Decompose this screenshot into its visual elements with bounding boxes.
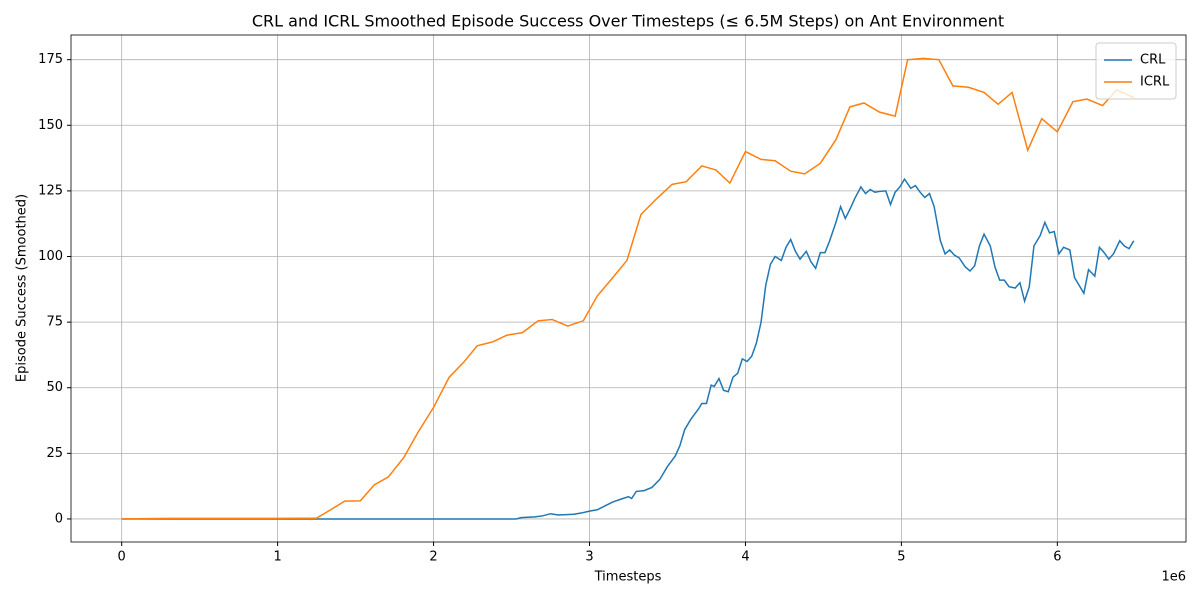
- y-tick-label: 25: [46, 446, 63, 461]
- y-tick-label: 75: [46, 315, 63, 330]
- line: [121, 177, 1135, 520]
- x-tick-label: 3: [585, 550, 593, 565]
- y-tick-label: 100: [38, 249, 63, 264]
- plot-frame: [70, 34, 1187, 543]
- y-tick-label: 125: [38, 183, 63, 198]
- y-axis-label: Episode Success (Smoothed): [15, 194, 30, 382]
- x-offset-label: 1e6: [1161, 570, 1186, 585]
- x-tick-label: 0: [118, 550, 126, 565]
- y-tick-label: 150: [38, 118, 63, 133]
- line: [121, 57, 1135, 520]
- legend-label: CRL: [1140, 53, 1166, 68]
- chart-title: CRL and ICRL Smoothed Episode Success Ov…: [252, 12, 1004, 31]
- y-tick-label: 175: [38, 52, 63, 67]
- legend-label: ICRL: [1140, 75, 1170, 90]
- x-tick-label: 6: [1053, 550, 1061, 565]
- legend-box: [1095, 42, 1177, 100]
- x-tick-label: 4: [741, 550, 749, 565]
- y-tick-label: 0: [55, 511, 63, 526]
- x-tick-label: 2: [429, 550, 437, 565]
- x-tick-label: 1: [273, 550, 281, 565]
- x-axis-label: Timesteps: [594, 570, 662, 585]
- x-tick-label: 5: [897, 550, 905, 565]
- y-tick-label: 50: [46, 380, 63, 395]
- legend: CRL ICRL: [1095, 42, 1177, 100]
